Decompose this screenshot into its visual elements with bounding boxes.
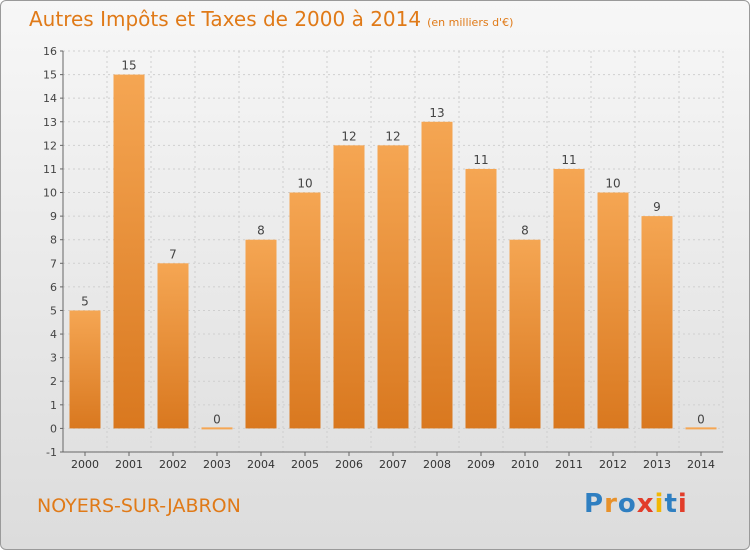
y-tick-label: 9 (50, 210, 57, 223)
x-tick-label-2008: 2008 (423, 458, 451, 471)
y-tick-label: 16 (43, 45, 57, 58)
x-tick-label-2000: 2000 (71, 458, 99, 471)
x-tick-label-2012: 2012 (599, 458, 627, 471)
bar-2007 (377, 145, 409, 429)
x-tick-label-2003: 2003 (203, 458, 231, 471)
y-tick-label: 2 (50, 375, 57, 388)
data-label-2012: 10 (605, 177, 620, 191)
x-tick-label-2002: 2002 (159, 458, 187, 471)
y-tick-label: 12 (43, 139, 57, 152)
chart-title-text: Autres Impôts et Taxes de 2000 à 2014 (29, 7, 422, 31)
data-label-2002: 7 (169, 247, 177, 261)
y-tick-label: 14 (43, 92, 57, 105)
y-tick-label: 13 (43, 116, 57, 129)
bar-2008 (421, 121, 453, 429)
commune-name: NOYERS-SUR-JABRON (37, 495, 241, 517)
bar-2012 (597, 192, 629, 429)
chart-title: Autres Impôts et Taxes de 2000 à 2014 (en… (29, 7, 513, 31)
bar-2002 (157, 263, 189, 429)
data-label-2007: 12 (385, 129, 400, 143)
data-label-2013: 9 (653, 200, 661, 214)
y-tick-label: 1 (50, 399, 57, 412)
x-tick-label-2004: 2004 (247, 458, 275, 471)
brand-logo: Proxiti (584, 489, 688, 519)
brand-letter: i (677, 489, 688, 519)
x-tick-label-2013: 2013 (643, 458, 671, 471)
y-tick-label: 7 (50, 257, 57, 270)
brand-letter: r (604, 489, 618, 519)
bar-2004 (245, 239, 277, 429)
x-tick-label-2011: 2011 (555, 458, 583, 471)
data-label-2010: 8 (521, 224, 529, 238)
data-labels: 5 15 7 0 8 10 12 12 13 11 8 11 10 9 0 (81, 59, 705, 427)
x-tick-label-2014: 2014 (687, 458, 715, 471)
bar-2009 (465, 168, 497, 429)
x-tick-label-2001: 2001 (115, 458, 143, 471)
y-tick-label: 15 (43, 69, 57, 82)
data-label-2003: 0 (213, 412, 221, 426)
y-tick-label: 6 (50, 281, 57, 294)
brand-letter: t (664, 489, 678, 519)
data-label-2004: 8 (257, 224, 265, 238)
y-tick-label: 3 (50, 352, 57, 365)
bar-2006 (333, 145, 365, 429)
y-tick-label: 4 (50, 328, 57, 341)
y-tick-label: 5 (50, 304, 57, 317)
bar-2010 (509, 239, 541, 429)
data-label-2001: 15 (121, 59, 136, 73)
y-tick-label: -1 (46, 446, 57, 459)
x-tick-label-2010: 2010 (511, 458, 539, 471)
bar-2000 (69, 310, 101, 429)
data-label-2014: 0 (697, 412, 705, 426)
brand-letter: P (584, 489, 605, 519)
y-tick-label: 8 (50, 234, 57, 247)
y-tick-label: 10 (43, 187, 57, 200)
bar-2005 (289, 192, 321, 429)
bars (69, 74, 717, 430)
y-tick-label: 0 (50, 422, 57, 435)
bar-2013 (641, 216, 673, 429)
data-label-2011: 11 (561, 153, 576, 167)
bar-2001 (113, 74, 145, 429)
data-label-2000: 5 (81, 294, 89, 308)
data-label-2005: 10 (297, 177, 312, 191)
x-tick-label-2009: 2009 (467, 458, 495, 471)
x-tick-label-2007: 2007 (379, 458, 407, 471)
y-tick-label: 11 (43, 163, 57, 176)
data-label-2008: 13 (429, 106, 444, 120)
data-label-2006: 12 (341, 129, 356, 143)
x-tick-label-2005: 2005 (291, 458, 319, 471)
bar-2011 (553, 168, 585, 429)
brand-letter: i (654, 489, 665, 519)
x-tick-label-2006: 2006 (335, 458, 363, 471)
chart-unit-note: (en milliers d'€) (427, 16, 514, 29)
brand-letter: o (617, 489, 637, 519)
data-label-2009: 11 (473, 153, 488, 167)
brand-letter: x (636, 489, 655, 519)
